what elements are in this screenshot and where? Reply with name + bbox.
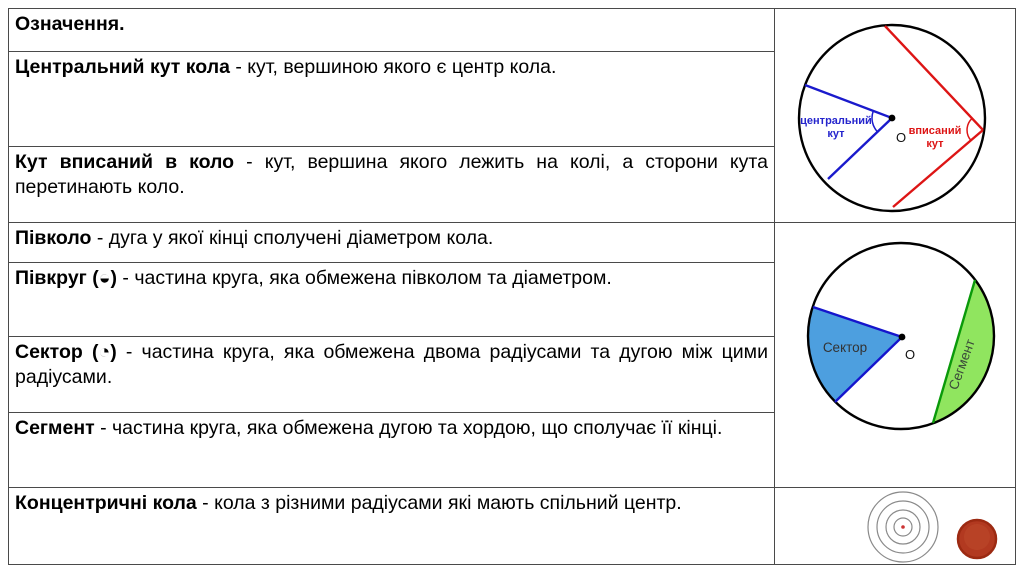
row-half-disc: Півкруг (◒) - частина круга, яка обмежен… (9, 263, 774, 337)
central-angle-label-line2: кут (827, 128, 845, 140)
definitions-table: Означення. Центральний кут кола - кут, в… (8, 8, 1016, 565)
inscribed-angle-label-line1: вписаний (909, 125, 962, 137)
sector-label: Сектор (823, 340, 867, 355)
concentric-circles-drawing (867, 491, 998, 563)
row-central-angle: Центральний кут кола - кут, вершиною яко… (9, 52, 774, 147)
row-inscribed-angle: Кут вписаний в коло - кут, вершина якого… (9, 147, 774, 223)
definitions-column: Означення. Центральний кут кола - кут, в… (9, 9, 775, 564)
sector-fill (808, 307, 902, 402)
definition-text: - частина круга, яка обмежена дугою та х… (94, 417, 723, 439)
center-point-label: O (905, 347, 915, 362)
concentric-ring (885, 509, 921, 545)
circle-outline (806, 241, 996, 431)
definition-term: Півкруг (◒) (15, 267, 117, 289)
red-stamp-highlight (964, 524, 990, 550)
inscribed-angle-arc-mark (966, 117, 973, 141)
central-inscribed-angle-diagram: O центральний кут вписаний кут (775, 9, 1015, 223)
definition-text: - кут, вершиною якого є центр кола. (229, 56, 557, 78)
diagrams-column: O центральний кут вписаний кут O Сектор … (775, 9, 1015, 564)
center-point-label: O (896, 130, 906, 145)
center-dot (888, 114, 896, 122)
inscribed-angle-rays (884, 25, 984, 208)
concentric-ring-outer (867, 491, 939, 563)
concentric-center-dot (901, 525, 905, 529)
row-sector: Сектор (◔) - частина круга, яка обмежена… (9, 337, 774, 413)
definition-term: Центральний кут кола (15, 56, 230, 78)
table-title: Означення. (15, 13, 125, 35)
definition-term: Концентричні кола (15, 492, 197, 514)
row-title: Означення. (9, 9, 774, 52)
segment-chord (931, 279, 977, 424)
central-angle-rays (804, 83, 893, 180)
segment-fill (933, 280, 994, 423)
sector-segment-diagram: O Сектор Сегмент (775, 223, 1015, 488)
sector-radii (812, 305, 903, 403)
row-semicircle-arc: Півколо - дуга у якої кінці сполучені ді… (9, 223, 774, 263)
concentric-circles-diagram (775, 488, 1015, 564)
definition-text: - дуга у якої кінці сполучені діаметром … (91, 227, 494, 249)
definition-text: - частина круга, яка обмежена двома раді… (15, 341, 768, 388)
definition-term: Сектор (◔) (15, 341, 117, 363)
definition-term: Кут вписаний в коло (15, 151, 235, 173)
definition-term: Сегмент (15, 417, 95, 439)
row-concentric-circles: Концентричні кола - кола з різними радіу… (9, 488, 774, 564)
angles-circle-drawing: O центральний кут вписаний кут (797, 23, 987, 213)
row-segment: Сегмент - частина круга, яка обмежена ду… (9, 413, 774, 488)
center-dot (898, 333, 906, 341)
central-angle-arc-mark (871, 110, 879, 133)
sector-segment-drawing: O Сектор Сегмент (806, 241, 996, 431)
circle-outline (797, 23, 987, 213)
central-angle-label-line1: центральний (800, 115, 872, 127)
inscribed-angle-label-line2: кут (926, 138, 944, 150)
definition-text: - кут, вершина якого лежить на колі, а с… (15, 151, 768, 198)
concentric-ring (876, 500, 930, 554)
concentric-ring-inner (893, 517, 913, 537)
definition-text: - кола з різними радіусами які мають спі… (196, 492, 682, 514)
definition-text: - частина круга, яка обмежена півколом т… (117, 267, 612, 289)
definition-term: Півколо (15, 227, 92, 249)
